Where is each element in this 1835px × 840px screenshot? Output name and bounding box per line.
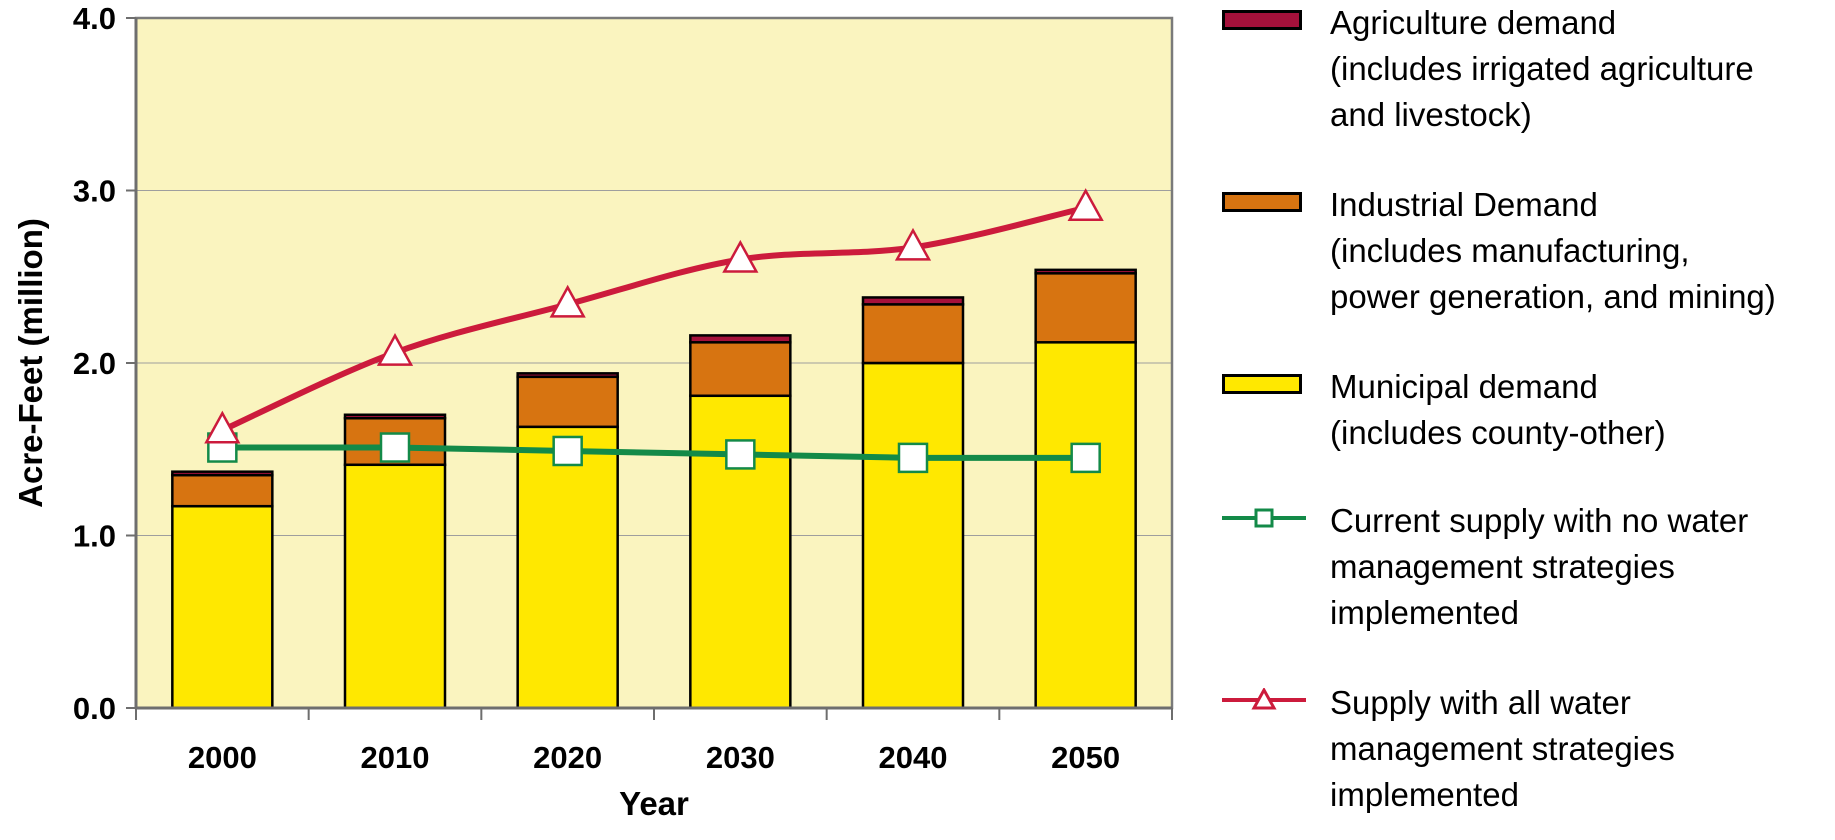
legend-swatch [1222,192,1302,212]
legend-label-line: (includes county-other) [1330,414,1666,451]
legend-item-current_supply: Current supply with no water management s… [1222,498,1835,631]
legend-label-line: (includes manufacturing, [1330,232,1690,269]
legend-label-line: management strategies [1330,730,1675,767]
marker-current_supply-2020 [552,435,583,467]
legend-label: Supply with all water management strategi… [1330,680,1835,818]
bar-industrial-2040 [861,303,965,365]
y-tick-label: 1.0 [73,519,116,554]
legend-label-line: Municipal demand [1330,368,1598,405]
legend-label-line: and livestock) [1330,96,1532,133]
chart: 0.0 1.0 2.0 3.0 4.0 2000 2010 2020 2030 2040 2050… [12,1,1174,822]
y-tick-label: 0.0 [73,691,116,726]
y-tick-label: 3.0 [73,174,116,209]
x-tick-label: 2040 [879,740,948,775]
legend-label: Industrial Demand (includes manufacturing… [1330,182,1835,320]
legend-label-line: Industrial Demand [1330,186,1598,223]
line-current_supply [219,444,1089,461]
legend-swatch [1222,688,1306,710]
x-tick-label: 2030 [706,740,775,775]
bar-municipal-2040 [861,361,965,710]
legend-label-line: Current supply with no water [1330,502,1749,539]
bars [171,268,1137,710]
bar-industrial-2050 [1034,272,1137,344]
legend-swatch [1222,508,1306,528]
legend-label-line: implemented [1330,776,1519,813]
marker-current_supply-2050 [1070,442,1101,474]
x-axis-title: Year [619,785,689,822]
y-axis-title: Acre-Feet (million) [12,218,49,508]
legend-label-line: management strategies [1330,548,1675,585]
gridlines [136,190,1172,536]
marker-all_strategies-2010 [376,333,414,366]
marker-current_supply-2040 [897,442,929,474]
x-tick-label: 2050 [1051,740,1120,775]
y-tick-label: 4.0 [73,1,116,36]
bar-municipal-2050 [1034,341,1137,710]
legend-label-line: Supply with all water [1330,684,1631,721]
legend-label-line: Agriculture demand [1330,4,1617,41]
marker-current_supply-2030 [725,439,756,470]
legend-label: Municipal demand (includes county-other) [1330,364,1835,456]
x-tick-label: 2020 [533,740,602,775]
legend-label-line: (includes irrigated agriculture [1330,50,1754,87]
marker-all_strategies-2020 [549,284,586,318]
bar-agriculture-2020 [516,372,619,379]
line-all_strategies [219,204,1089,434]
bar-industrial-2020 [516,375,619,429]
x-tick-labels: 2000 2010 2020 2030 2040 2050 [135,708,1173,775]
legend-label-line: implemented [1330,594,1519,631]
legend-label: Current supply with no water management s… [1330,498,1835,636]
bar-agriculture-2040 [861,296,965,306]
legend-swatch [1222,10,1302,30]
legend-item-industrial: Industrial Demand (includes manufacturing… [1222,182,1835,315]
legend-item-municipal: Municipal demand (includes county-other) [1222,364,1835,474]
legend-item-agriculture: Agriculture demand (includes irrigated ag… [1222,0,1835,133]
bar-agriculture-2010 [343,413,447,420]
legend-item-all_strategies: Supply with all water management strategi… [1222,680,1835,813]
x-tick-label: 2010 [361,740,430,775]
y-tick-labels: 0.0 1.0 2.0 3.0 4.0 [73,1,136,726]
marker-current_supply-2010 [379,432,411,463]
bar-municipal-2000 [171,504,274,710]
marker-all_strategies-2050 [1067,188,1104,221]
legend-label-line: power generation, and mining) [1330,278,1776,315]
marker-all_strategies-2040 [894,227,932,261]
series-lines [204,188,1104,474]
y-tick-label: 2.0 [73,346,116,381]
legend-label: Agriculture demand (includes irrigated ag… [1330,0,1835,138]
legend-swatch [1222,374,1302,394]
marker-all_strategies-2030 [722,239,759,273]
bar-municipal-2020 [516,425,619,710]
x-tick-label: 2000 [188,740,257,775]
bar-agriculture-2030 [689,334,792,344]
bar-industrial-2030 [689,341,792,398]
bar-industrial-2000 [171,473,274,508]
marker-all_strategies-2000 [204,410,241,444]
bar-agriculture-2050 [1034,268,1137,275]
bar-agriculture-2000 [171,470,274,477]
bar-municipal-2010 [343,463,447,710]
